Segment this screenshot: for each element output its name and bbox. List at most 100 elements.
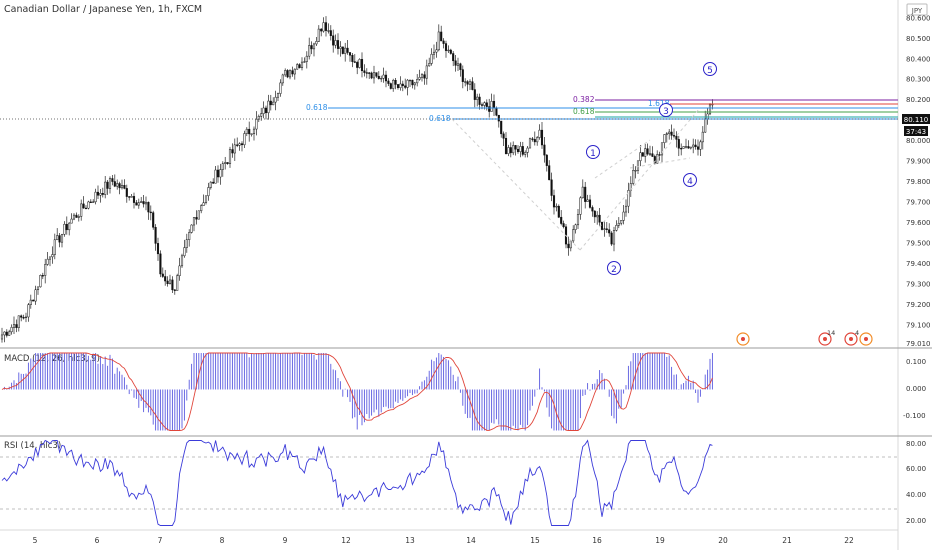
candle-body	[0, 334, 4, 340]
candle-body	[332, 35, 335, 46]
candle-body	[668, 131, 671, 134]
candle-body	[363, 70, 366, 73]
price-tick: 79.900	[906, 158, 931, 166]
candle-body	[394, 79, 397, 85]
candle-body	[171, 279, 174, 291]
candle-body	[708, 104, 712, 115]
candle-body	[192, 217, 196, 226]
candle-body	[108, 178, 112, 189]
candle-body	[327, 30, 330, 32]
candle-body	[389, 83, 392, 89]
candle-body	[346, 47, 349, 53]
candle-body	[200, 205, 203, 212]
candle-body	[348, 52, 352, 56]
candle-body	[315, 41, 318, 45]
candle-body	[596, 214, 599, 218]
fib-618-green-label: 0.618	[573, 107, 595, 116]
candle-body	[84, 207, 88, 210]
candle-body	[615, 224, 618, 231]
time-axis[interactable]: 5 6 7 8 9 12 13 14 15 16 19 20 21 22	[33, 536, 854, 545]
candle-body	[706, 113, 709, 119]
candle-body	[166, 280, 169, 285]
candle-body	[41, 275, 44, 277]
candle-body	[204, 195, 208, 203]
fibonacci-layer: 0.618 0.618 0.382 1.618 0.618	[0, 95, 898, 251]
candle-body	[639, 152, 642, 162]
rsi-tick-1: 60.00	[906, 465, 926, 473]
wave-2-circle[interactable]	[607, 261, 621, 275]
candle-body	[260, 113, 263, 117]
candle-body	[255, 118, 258, 130]
candle-body	[228, 149, 232, 164]
candle-body	[80, 203, 83, 217]
candle-body	[456, 63, 460, 66]
candle-body	[344, 47, 347, 54]
candle-body	[24, 316, 28, 319]
fib-382-label: 0.382	[573, 95, 595, 104]
candle-body	[58, 235, 61, 243]
candle-body	[432, 51, 436, 55]
price-tick: 79.400	[906, 260, 931, 268]
currency-badge[interactable]	[906, 3, 928, 16]
candle-body	[209, 181, 212, 188]
candle-body	[99, 193, 102, 196]
candle-body	[476, 96, 479, 100]
candle-body	[533, 139, 536, 143]
event-dot-3	[849, 337, 853, 341]
candle-body	[89, 201, 92, 203]
candle-body	[617, 222, 620, 226]
event-count-2: 14	[827, 329, 835, 337]
candle-body	[543, 144, 546, 156]
candle-body	[226, 162, 229, 164]
wave-1-circle[interactable]	[586, 145, 600, 159]
time-tick: 22	[844, 536, 854, 545]
candle-body	[190, 224, 193, 233]
price-tick: 79.100	[906, 322, 931, 330]
candle-body	[672, 135, 676, 137]
candle-body	[351, 55, 354, 62]
fib-left-618b-label: 0.618	[429, 114, 451, 123]
candle-body	[557, 205, 560, 218]
wave-1-label: 1	[590, 149, 596, 159]
candle-body	[53, 239, 56, 255]
candle-body	[152, 212, 155, 228]
time-tick: 7	[158, 536, 163, 545]
event-dot-1	[741, 337, 745, 341]
wave-4-circle[interactable]	[683, 173, 697, 187]
candle-body	[312, 43, 316, 50]
time-tick: 19	[655, 536, 665, 545]
candle-body	[428, 63, 431, 67]
candle-body	[279, 82, 282, 94]
candle-body	[680, 147, 683, 150]
candle-body	[514, 145, 517, 150]
time-tick: 13	[405, 536, 415, 545]
wave-5-circle[interactable]	[703, 62, 717, 76]
wave-3-circle[interactable]	[659, 103, 673, 117]
candle-body	[492, 101, 496, 109]
macd-tick-0: 0.100	[906, 358, 926, 366]
last-price-badge	[902, 114, 930, 124]
candle-body	[111, 178, 114, 182]
price-tick: 80.200	[906, 96, 931, 104]
candle-body	[636, 160, 640, 171]
candle-body	[353, 61, 356, 63]
candle-body	[485, 102, 488, 107]
candle-body	[123, 185, 126, 189]
candle-body	[248, 128, 251, 135]
candle-body	[286, 70, 289, 78]
candle-body	[524, 152, 527, 155]
candle-body	[372, 72, 376, 79]
candle-body	[77, 216, 80, 218]
candle-body	[418, 77, 421, 80]
candle-body	[624, 205, 628, 213]
candle-body	[197, 210, 200, 220]
candle-body	[298, 64, 301, 68]
candle-body	[341, 46, 344, 54]
last-price-label: 80.110	[904, 116, 929, 124]
price-axis[interactable]: 80.60080.50080.40080.30080.20080.10080.0…	[906, 14, 931, 348]
candle-body	[387, 80, 390, 84]
price-tick: 80.000	[906, 137, 931, 145]
candle-body	[651, 153, 654, 157]
candle-body	[272, 101, 275, 106]
